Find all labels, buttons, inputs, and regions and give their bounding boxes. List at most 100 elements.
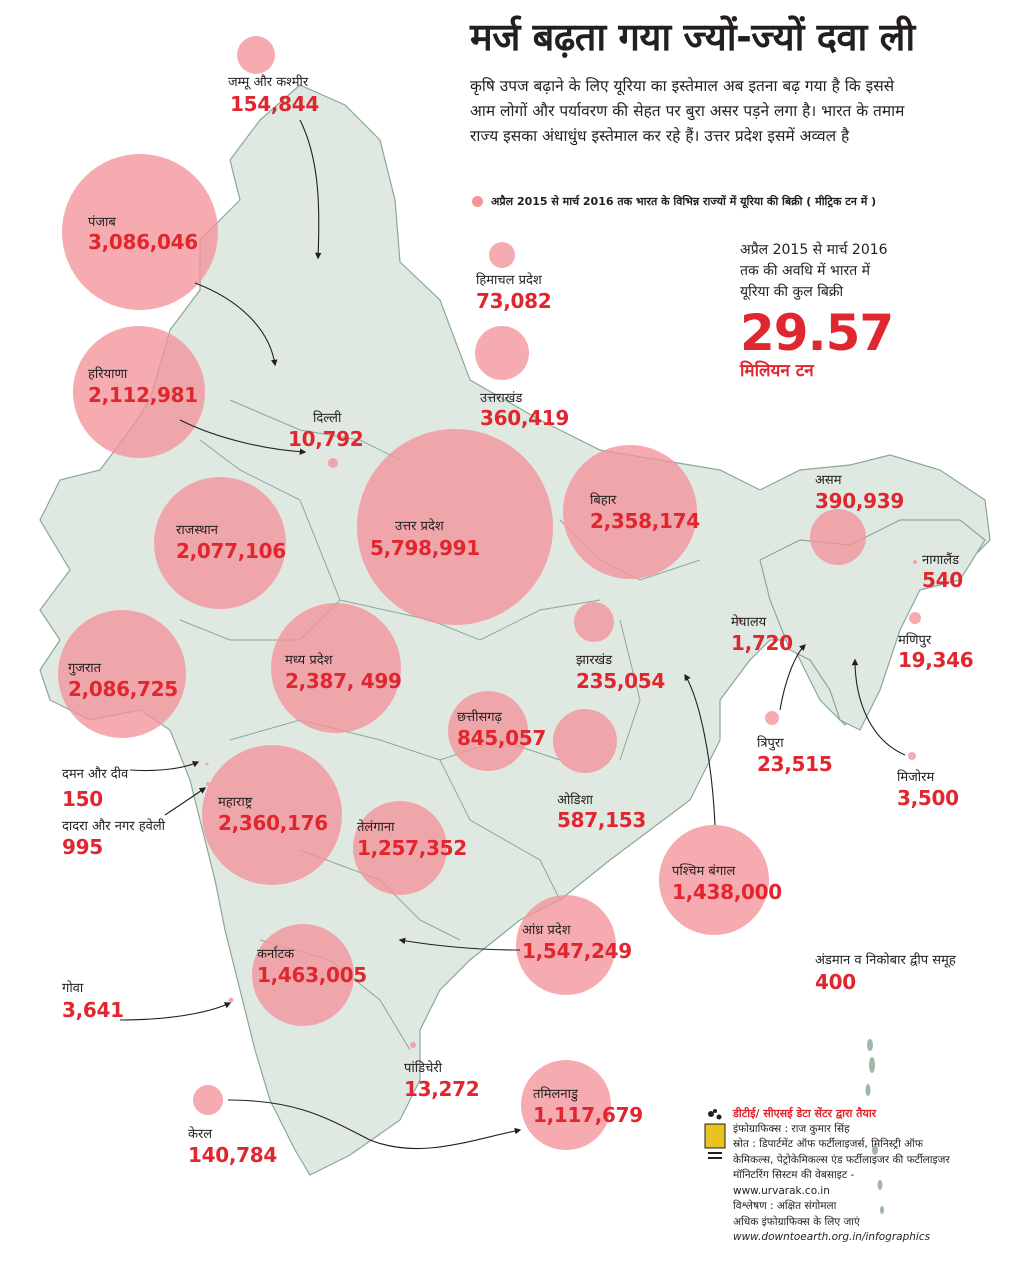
credits-line: इंफोग्राफिक्स : राज कुमार सिंह (733, 1122, 850, 1135)
state-name: हरियाणा (88, 367, 128, 382)
state-value: 3,500 (897, 786, 959, 810)
bubble-odisha (553, 709, 617, 773)
legend-label: अप्रैल 2015 से मार्च 2016 तक भारत के विभ… (491, 195, 877, 208)
state-name: अंडमान व निकोबार द्वीप समूह (815, 953, 956, 968)
page-title: मर्ज बढ़ता गया ज्यों-ज्यों दवा ली (470, 15, 915, 59)
state-name: बिहार (590, 493, 617, 508)
state-name: पांडिचेरी (404, 1061, 443, 1076)
state-name: दमन और दीव (62, 767, 129, 782)
state-value: 995 (62, 835, 103, 859)
state-name: त्रिपुरा (757, 736, 784, 751)
credits-line: स्रोत : डिपार्टमेंट ऑफ फर्टीलाइजर्स, मिन… (733, 1138, 923, 1150)
state-name: नागालैंड (922, 553, 960, 568)
bubble-west-bengal (659, 825, 769, 935)
bubble-jammu-kashmir (237, 36, 275, 74)
bubble-telangana (353, 801, 447, 895)
bubble-haryana (73, 326, 205, 458)
total-value: 29.57 (740, 304, 894, 362)
state-value: 235,054 (576, 669, 665, 693)
subtitle-line: राज्य इसका अंधाधुंध इस्तेमाल कर रहे हैं।… (470, 127, 850, 145)
state-value: 390,939 (815, 489, 904, 513)
legend-dot-icon (472, 196, 483, 207)
bubble-gujarat (58, 610, 186, 738)
state-name: केरल (188, 1127, 213, 1142)
state-name: मणिपुर (898, 633, 932, 648)
state-name: गुजरात (68, 661, 102, 676)
state-value: 2,358,174 (590, 509, 700, 533)
bubble-maharashtra (202, 745, 342, 885)
state-value: 1,463,005 (257, 963, 367, 987)
total-caption-line: यूरिया की कुल बिक्री (740, 284, 844, 300)
state-name: राजस्थान (176, 523, 219, 538)
state-value: 400 (815, 970, 856, 994)
state-value: 140,784 (188, 1143, 277, 1167)
india-outline (39, 84, 991, 1176)
bubble-kerala (193, 1085, 223, 1115)
bubble-mizoram (908, 752, 916, 760)
state-value: 73,082 (476, 289, 552, 313)
state-value: 2,112,981 (88, 383, 198, 407)
state-name: पश्चिम बंगाल (672, 864, 736, 879)
state-value: 2,086,725 (68, 677, 178, 701)
state-name: महाराष्ट्र (218, 795, 253, 810)
state-value: 5,798,991 (370, 536, 480, 560)
state-value: 1,117,679 (533, 1103, 643, 1127)
bubble-meghalaya (737, 617, 743, 623)
bubble-assam (810, 509, 866, 565)
state-name: हिमाचल प्रदेश (476, 273, 542, 288)
bubble-madhya-pradesh (271, 603, 401, 733)
credits-lead: डीटीई/ सीएसई डेटा सेंटर द्वारा तैयार (733, 1107, 877, 1120)
total-unit: मिलियन टन (740, 361, 814, 381)
state-value: 540 (922, 568, 963, 592)
leader-arrows (119, 119, 906, 1150)
credits-line: केमिकल्स, पेट्रोकेमिकल्स एंड फर्टीलाइजर … (733, 1153, 950, 1166)
state-value: 150 (62, 787, 103, 811)
credits-line: मॉनिटरिंग सिस्टम की वेबसाइट - (733, 1169, 855, 1181)
bubble-delhi (328, 458, 338, 468)
state-name: झारखंड (576, 653, 613, 668)
credits-block: डीटीई/ सीएसई डेटा सेंटर द्वारा तैयार इंफ… (733, 1106, 993, 1246)
state-value: 13,272 (404, 1077, 480, 1101)
total-caption-line: तक की अवधि में भारत में (740, 263, 870, 279)
state-name: कर्नाटक (257, 947, 295, 962)
bubble-uttarakhand (475, 326, 529, 380)
state-name: असम (815, 473, 842, 488)
state-name: ओडिशा (557, 793, 593, 808)
northeast-outline (759, 519, 986, 731)
state-name: तमिलनाडु (533, 1087, 578, 1102)
total-caption-line: अप्रैल 2015 से मार्च 2016 (740, 242, 888, 258)
credits-link: www.downtoearth.org.in/infographics (733, 1231, 931, 1243)
state-value: 19,346 (898, 648, 974, 672)
state-name: मेघालय (731, 615, 767, 630)
bubble-punjab (62, 154, 218, 310)
credits-link: www.urvarak.co.in (733, 1184, 830, 1197)
state-value: 23,515 (757, 752, 833, 776)
bubble-daman-diu (205, 762, 209, 766)
legend: अप्रैल 2015 से मार्च 2016 तक भारत के विभ… (472, 194, 876, 209)
bubble-himachal (489, 242, 515, 268)
state-value: 587,153 (557, 808, 646, 832)
cse-dte-logo-icon (704, 1109, 726, 1159)
bubble-karnataka (252, 924, 354, 1026)
state-value: 1,438,000 (672, 880, 782, 904)
bubble-andhra-pradesh (516, 895, 616, 995)
state-value: 1,257,352 (357, 836, 467, 860)
bubble-nagaland (913, 560, 917, 564)
state-name: छत्तीसगढ़ (457, 710, 502, 725)
bubble-tamil-nadu (521, 1060, 611, 1150)
state-name: दिल्ली (313, 411, 342, 426)
state-value: 2,360,176 (218, 811, 328, 835)
state-name: दादरा और नगर हवेली (62, 819, 166, 834)
bubble-goa (228, 997, 234, 1003)
state-value: 3,086,046 (88, 230, 198, 254)
state-value: 1,547,249 (522, 939, 632, 963)
state-value: 360,419 (480, 406, 569, 430)
bubble-bihar (563, 445, 697, 579)
bubble-tripura (765, 711, 779, 725)
state-name: उत्तराखंड (480, 391, 523, 406)
state-name: आंध्र प्रदेश (522, 923, 571, 938)
bubble-puducherry (410, 1042, 416, 1048)
bubble-uttar-pradesh (357, 429, 553, 625)
bubble-chhattisgarh (448, 691, 528, 771)
